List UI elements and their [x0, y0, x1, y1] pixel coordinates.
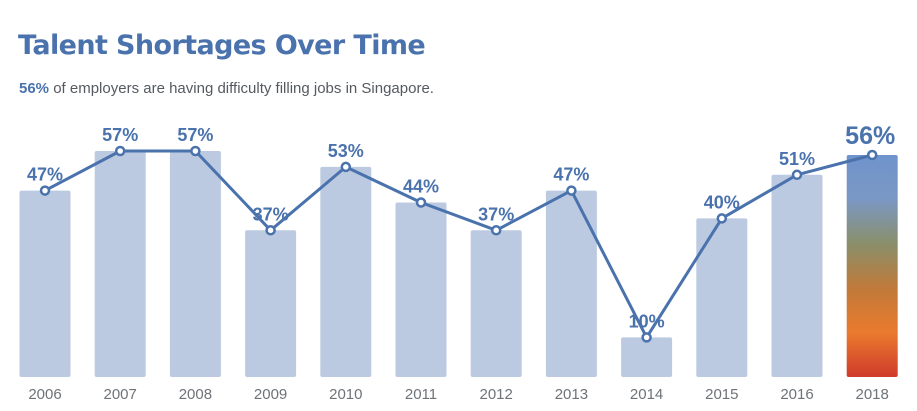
subtitle-text: of employers are having difficulty filli…	[49, 80, 434, 97]
point-2010	[340, 161, 352, 173]
data-label-2014: 10%	[629, 311, 665, 331]
point-2013	[566, 185, 577, 196]
x-tick-2013: 2013	[555, 386, 588, 403]
data-label-2008: 57%	[177, 125, 213, 145]
bar-2007	[94, 151, 146, 377]
x-tick-2016: 2016	[780, 386, 813, 403]
point-2007	[114, 145, 126, 157]
point-2006	[39, 185, 51, 196]
bar-2012	[470, 230, 522, 377]
point-2018	[866, 149, 878, 161]
data-labels: 47% 57% 57% 37% 53% 44% 37% 47% 10% 40% 51% 56%	[27, 122, 895, 331]
point-2011	[415, 197, 427, 208]
point-2016	[791, 169, 803, 181]
bars-group	[19, 151, 898, 377]
x-tick-labels: 2006 2007 2008 2009 2010 2011 2012 2013 2014 2015…	[28, 386, 889, 403]
bar-2006	[19, 190, 71, 377]
data-label-2012: 37%	[478, 204, 514, 224]
series-line	[44, 149, 873, 339]
x-tick-2006: 2006	[28, 386, 61, 403]
data-label-2016: 51%	[779, 149, 815, 169]
x-tick-2015: 2015	[705, 386, 738, 403]
x-tick-2008: 2008	[179, 386, 212, 403]
chart-title: Talent Shortages Over Time	[18, 30, 426, 61]
bar-2009	[245, 230, 297, 377]
chart-subtitle: 56% of employers are having difficulty f…	[19, 80, 434, 97]
data-label-2013: 47%	[553, 165, 589, 185]
x-tick-2014: 2014	[630, 386, 663, 403]
x-tick-2012: 2012	[480, 386, 513, 403]
x-tick-2018: 2018	[856, 386, 889, 403]
x-tick-2010: 2010	[329, 386, 362, 403]
line-series	[44, 149, 873, 339]
bar-2011	[395, 202, 447, 377]
bar-2016	[771, 174, 823, 377]
point-2009	[265, 225, 276, 236]
bar-2018	[846, 155, 898, 377]
x-tick-2009: 2009	[254, 386, 287, 403]
bar-2014	[621, 337, 673, 377]
point-2015	[716, 213, 728, 224]
point-2014	[641, 332, 652, 343]
data-label-2010: 53%	[328, 141, 364, 161]
data-label-2006: 47%	[27, 165, 63, 185]
line-points	[39, 145, 878, 343]
bar-2015	[696, 218, 748, 377]
point-2008	[190, 145, 201, 157]
x-tick-2007: 2007	[104, 386, 137, 403]
data-label-2009: 37%	[253, 204, 289, 224]
x-tick-2011: 2011	[405, 386, 437, 403]
data-label-2018: 56%	[845, 122, 895, 150]
data-label-2007: 57%	[102, 125, 138, 145]
bar-2013	[545, 190, 597, 377]
point-2012	[490, 225, 502, 236]
bar-2010	[320, 166, 372, 377]
bar-2008	[169, 151, 221, 377]
data-label-2011: 44%	[403, 177, 439, 197]
subtitle-highlight: 56%	[19, 80, 50, 97]
data-label-2015: 40%	[704, 192, 740, 212]
